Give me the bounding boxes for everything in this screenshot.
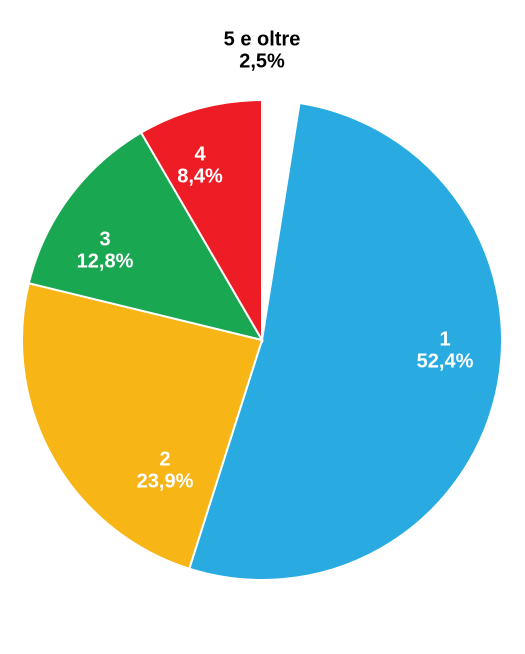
slice-value-label: 23,9% bbox=[137, 470, 194, 492]
slice-value-label: 52,4% bbox=[417, 350, 474, 372]
slice-category-label: 1 bbox=[439, 328, 450, 350]
slice-value-label: 8,4% bbox=[177, 165, 223, 187]
slice-value-label: 12,8% bbox=[77, 250, 134, 272]
slice-category-label: 5 e oltre bbox=[224, 28, 301, 50]
slice-value-label: 2,5% bbox=[239, 50, 285, 72]
slice-category-label: 2 bbox=[159, 448, 170, 470]
slice-category-label: 4 bbox=[194, 143, 206, 165]
pie-slices bbox=[22, 100, 502, 580]
slice-category-label: 3 bbox=[99, 228, 110, 250]
pie-chart: 5 e oltre2,5% 152,4% 223,9% 312,8% 48,4% bbox=[0, 0, 525, 654]
